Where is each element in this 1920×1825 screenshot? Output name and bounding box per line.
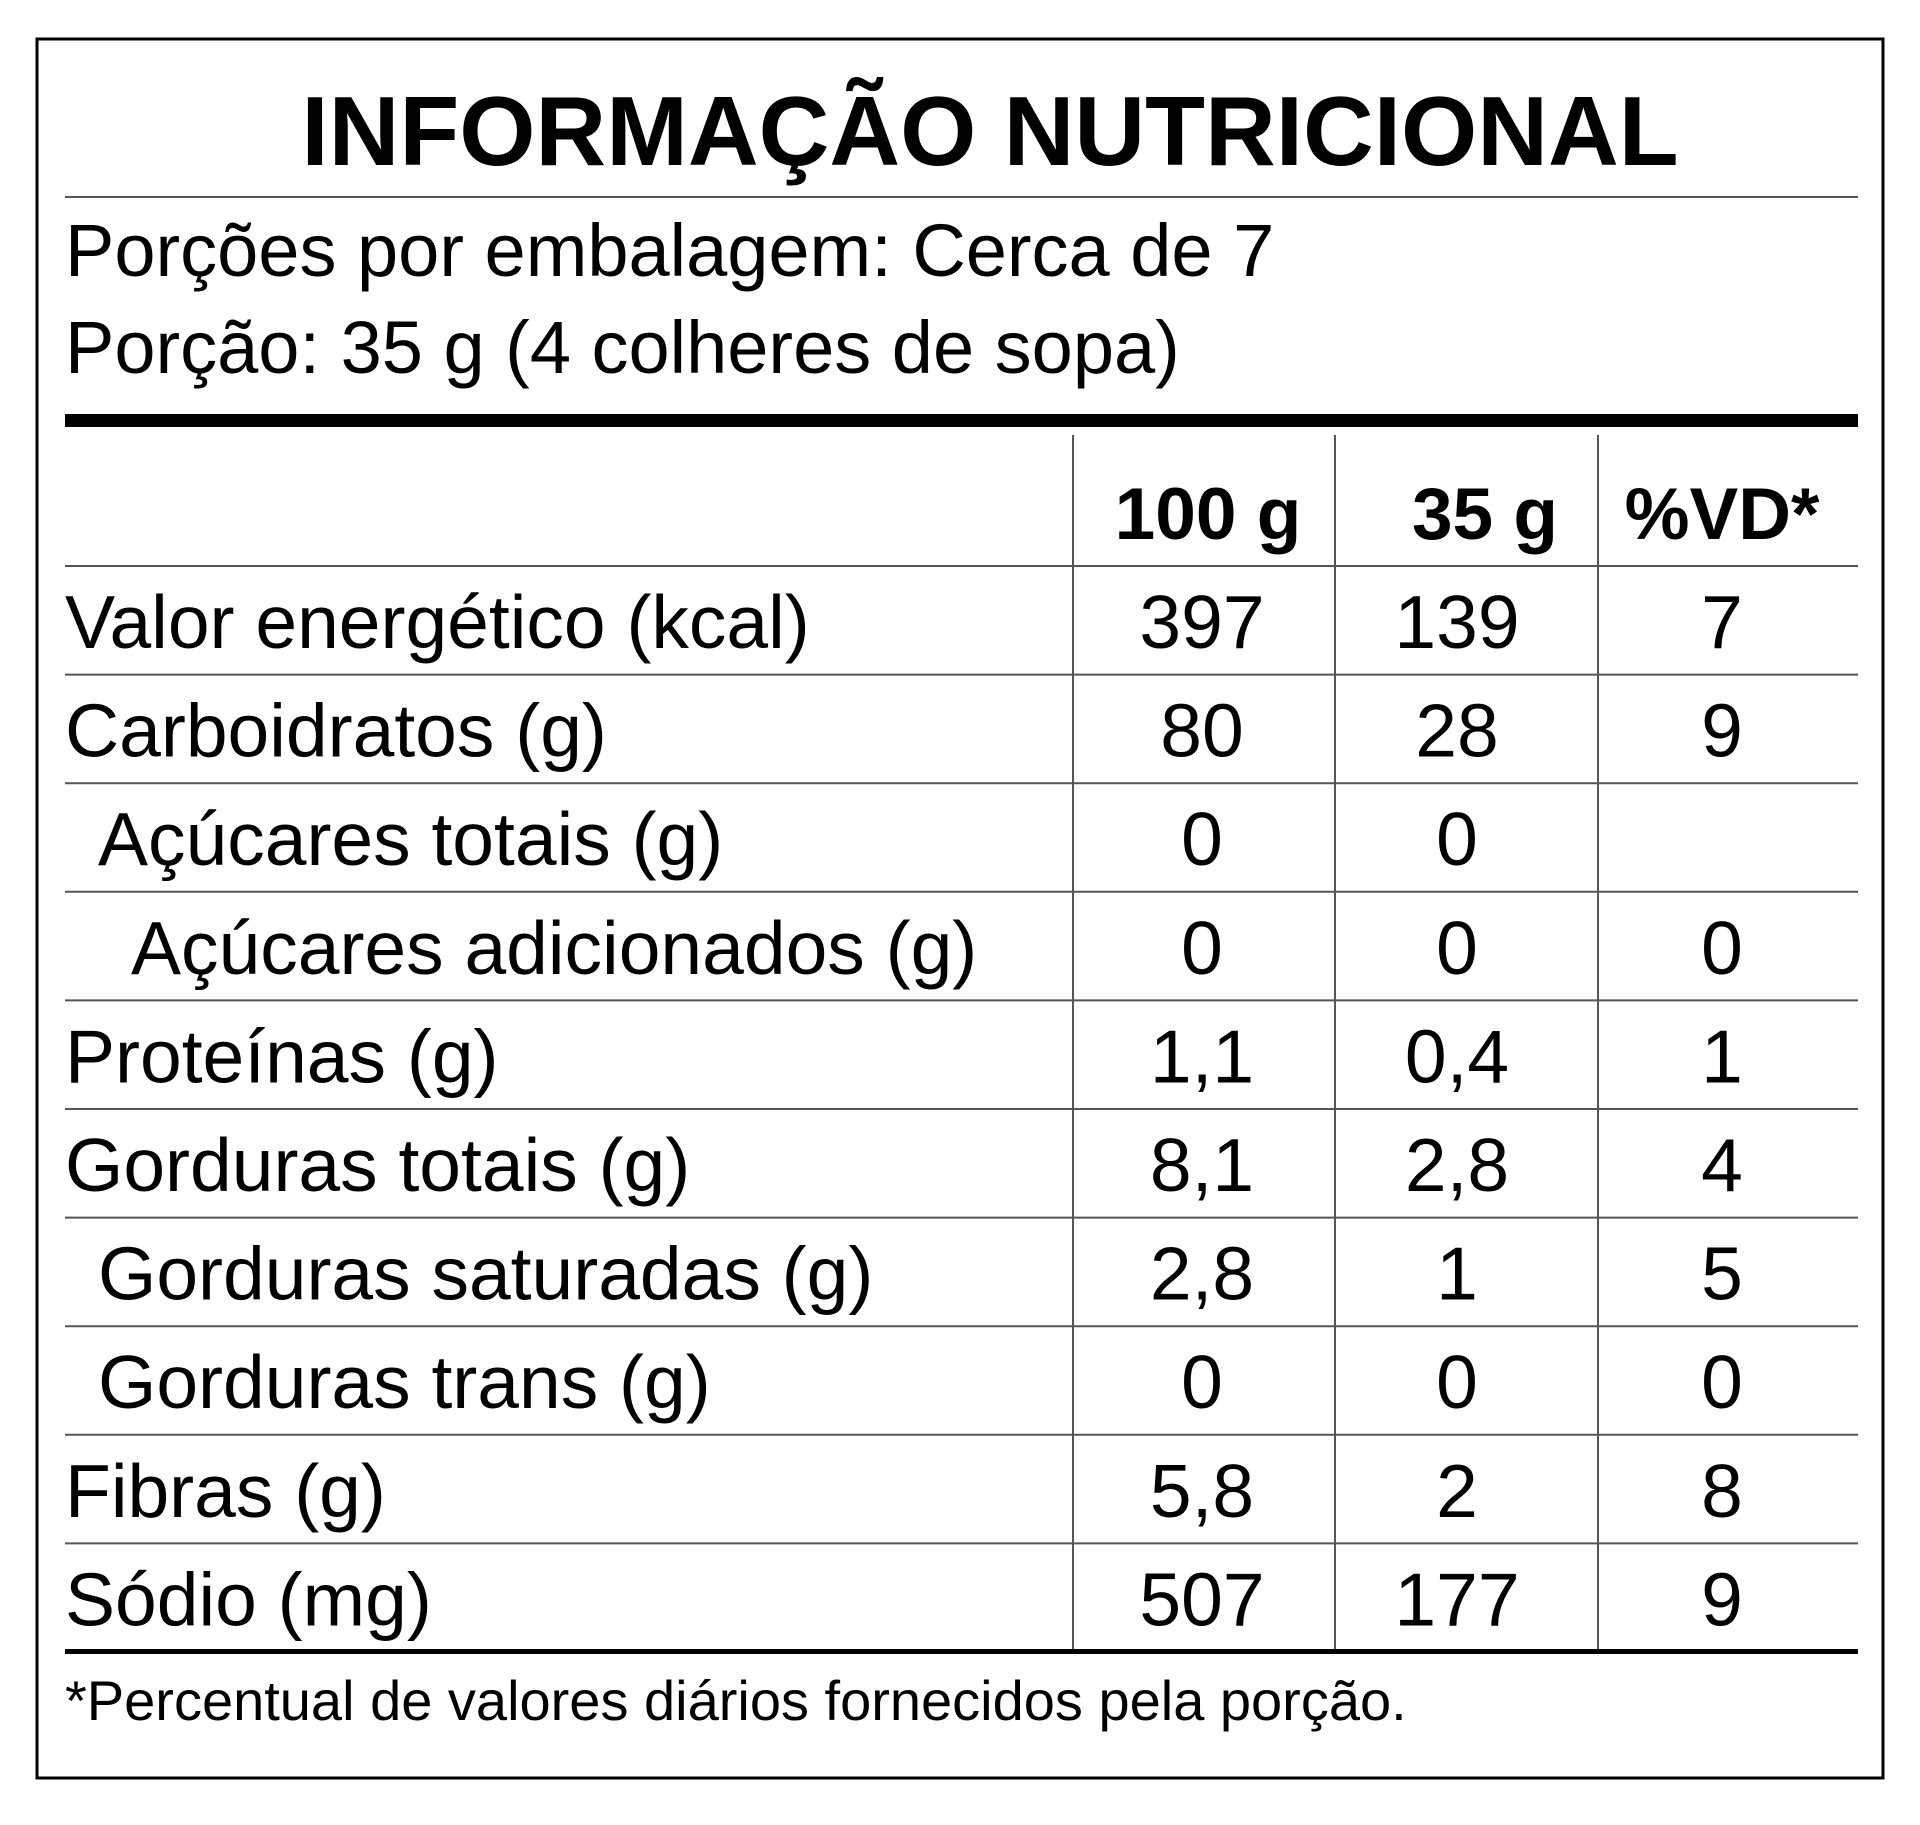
nutrient-value: 0 [1701, 906, 1743, 990]
nutrient-value: 0 [1181, 906, 1223, 990]
nutrient-value: 507 [1139, 1557, 1264, 1641]
nutrient-value: 1,1 [1150, 1014, 1254, 1098]
nutrient-name: Açúcares adicionados (g) [131, 906, 977, 990]
nutrient-value: 9 [1701, 1557, 1743, 1641]
nutrient-value: 4 [1701, 1123, 1743, 1207]
nutrient-value: 80 [1160, 689, 1243, 773]
column-header: %VD* [1625, 474, 1820, 555]
nutrient-value: 2,8 [1405, 1123, 1509, 1207]
nutrient-name: Gorduras trans (g) [98, 1340, 711, 1424]
nutrient-value: 2,8 [1150, 1232, 1254, 1316]
nutrient-name: Açúcares totais (g) [98, 797, 723, 881]
thick-rule [65, 414, 1858, 427]
nutrient-value: 2 [1436, 1449, 1478, 1533]
nutrient-value: 8,1 [1150, 1123, 1254, 1207]
nutrient-value: 0 [1436, 1340, 1478, 1424]
column-header: 100 g [1115, 474, 1302, 555]
nutrient-value: 0 [1701, 1340, 1743, 1424]
nutrient-value: 0 [1181, 797, 1223, 881]
nutrient-value: 1 [1436, 1232, 1478, 1316]
serving-size: Porção: 35 g (4 colheres de sopa) [65, 306, 1180, 389]
nutrient-name: Gorduras totais (g) [65, 1123, 690, 1207]
nutrient-value: 28 [1415, 689, 1498, 773]
nutrient-value: 5 [1701, 1232, 1743, 1316]
nutrient-value: 177 [1394, 1557, 1519, 1641]
nutrient-value: 397 [1139, 580, 1264, 664]
nutrient-value: 0,4 [1405, 1014, 1509, 1098]
nutrient-name: Sódio (mg) [65, 1557, 432, 1641]
nutrient-name: Fibras (g) [65, 1449, 386, 1533]
nutrient-name: Carboidratos (g) [65, 689, 607, 773]
title: INFORMAÇÃO NUTRICIONAL [301, 76, 1678, 186]
nutrient-value: 139 [1394, 580, 1519, 664]
footnote: *Percentual de valores diários fornecido… [65, 1669, 1407, 1732]
nutrient-value: 8 [1701, 1449, 1743, 1533]
nutrient-value: 1 [1701, 1014, 1743, 1098]
column-header: 35 g [1412, 474, 1558, 555]
nutrient-value: 0 [1436, 906, 1478, 990]
servings-per-package: Porções por embalagem: Cerca de 7 [65, 209, 1274, 292]
nutrient-name: Valor energético (kcal) [65, 580, 810, 664]
label-border [35, 37, 1885, 1780]
nutrient-name: Proteínas (g) [65, 1014, 499, 1098]
nutrient-value: 0 [1181, 1340, 1223, 1424]
nutrient-value: 0 [1436, 797, 1478, 881]
bottom-rule [65, 1649, 1858, 1654]
nutrient-name: Gorduras saturadas (g) [98, 1232, 873, 1316]
nutrient-value: 7 [1701, 580, 1743, 664]
nutrient-value: 9 [1701, 689, 1743, 773]
nutrient-value: 5,8 [1150, 1449, 1254, 1533]
